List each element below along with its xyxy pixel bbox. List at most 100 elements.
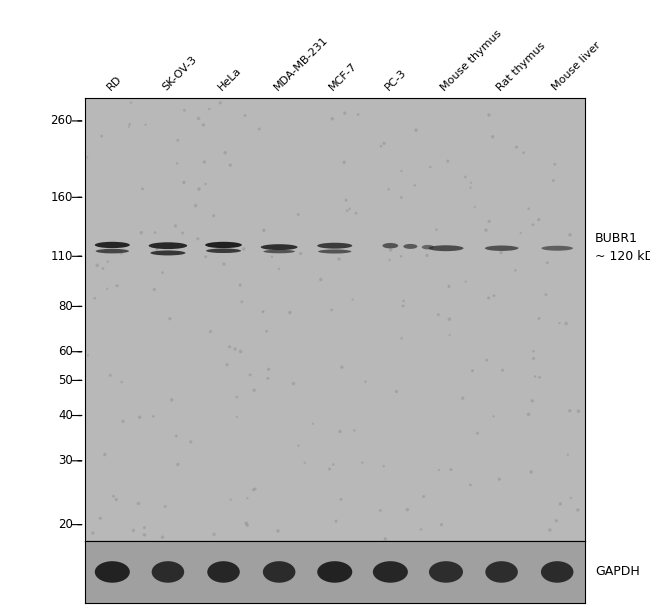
Point <box>242 493 253 503</box>
Point <box>172 159 182 169</box>
Point <box>396 166 407 176</box>
Point <box>126 98 136 108</box>
Point <box>470 202 480 212</box>
Ellipse shape <box>317 243 352 248</box>
Point <box>231 392 242 402</box>
Point <box>443 156 453 166</box>
Point <box>225 161 235 170</box>
Point <box>528 346 539 356</box>
Point <box>222 360 232 370</box>
Text: Rat thymus: Rat thymus <box>495 41 547 93</box>
Point <box>482 355 492 365</box>
Text: 60: 60 <box>58 345 73 358</box>
Point <box>92 261 103 271</box>
Point <box>519 148 529 157</box>
Point <box>396 252 406 261</box>
Point <box>326 305 337 315</box>
Point <box>349 426 359 435</box>
Point <box>523 410 534 419</box>
Point <box>105 370 116 380</box>
Ellipse shape <box>205 242 242 248</box>
Point <box>200 179 211 189</box>
Point <box>446 465 456 475</box>
Point <box>342 206 352 216</box>
Point <box>242 520 252 530</box>
Point <box>341 196 352 205</box>
Text: Mouse liver: Mouse liver <box>550 41 603 93</box>
Point <box>551 516 562 526</box>
Ellipse shape <box>541 246 573 251</box>
Text: MDA-MB-231: MDA-MB-231 <box>272 35 330 93</box>
Point <box>316 275 326 285</box>
Point <box>528 220 538 229</box>
Point <box>250 484 261 494</box>
Point <box>335 427 345 437</box>
Point <box>111 494 122 504</box>
Point <box>324 464 335 474</box>
Point <box>96 131 107 141</box>
Point <box>327 114 337 124</box>
Point <box>573 407 584 416</box>
Point <box>573 505 583 515</box>
Point <box>376 141 386 151</box>
Point <box>157 532 168 542</box>
Point <box>378 461 389 471</box>
Point <box>152 245 162 255</box>
Point <box>331 516 341 526</box>
Point <box>248 485 259 494</box>
Point <box>254 124 265 134</box>
Point <box>198 120 209 130</box>
Point <box>334 254 345 264</box>
Point <box>398 296 409 306</box>
Point <box>510 266 521 276</box>
Point <box>226 495 236 505</box>
Text: 40: 40 <box>58 409 73 422</box>
Point <box>190 200 201 210</box>
Point <box>241 518 252 528</box>
Text: Mouse thymus: Mouse thymus <box>439 28 504 93</box>
Point <box>534 314 544 323</box>
Ellipse shape <box>206 248 241 253</box>
Point <box>534 372 545 382</box>
Ellipse shape <box>541 561 573 583</box>
Point <box>398 301 408 311</box>
Point <box>360 377 370 387</box>
Point <box>200 252 211 261</box>
Point <box>166 395 177 405</box>
Point <box>194 184 204 194</box>
Ellipse shape <box>96 249 129 253</box>
Point <box>396 192 406 202</box>
Point <box>148 411 159 421</box>
Point <box>258 307 268 317</box>
Point <box>209 211 219 221</box>
Point <box>235 280 245 290</box>
Point <box>396 333 407 343</box>
Point <box>385 245 396 255</box>
Point <box>285 308 295 317</box>
Point <box>530 371 540 381</box>
Text: 50: 50 <box>58 374 73 387</box>
Ellipse shape <box>263 250 295 253</box>
Point <box>436 520 447 530</box>
Point <box>300 458 310 467</box>
Point <box>293 441 304 451</box>
Point <box>489 291 499 301</box>
Point <box>99 450 110 459</box>
Point <box>192 234 203 244</box>
Point <box>179 105 190 115</box>
Point <box>339 108 350 118</box>
Point <box>496 248 506 258</box>
Point <box>566 493 576 503</box>
Point <box>344 204 355 214</box>
Ellipse shape <box>95 242 130 248</box>
Point <box>263 373 273 383</box>
Point <box>171 431 181 441</box>
Point <box>173 135 183 145</box>
Point <box>88 528 98 538</box>
Point <box>219 259 229 269</box>
Text: MCF-7: MCF-7 <box>328 61 359 93</box>
Point <box>118 416 128 426</box>
Point <box>194 113 204 123</box>
Point <box>177 228 188 238</box>
Ellipse shape <box>318 250 352 253</box>
